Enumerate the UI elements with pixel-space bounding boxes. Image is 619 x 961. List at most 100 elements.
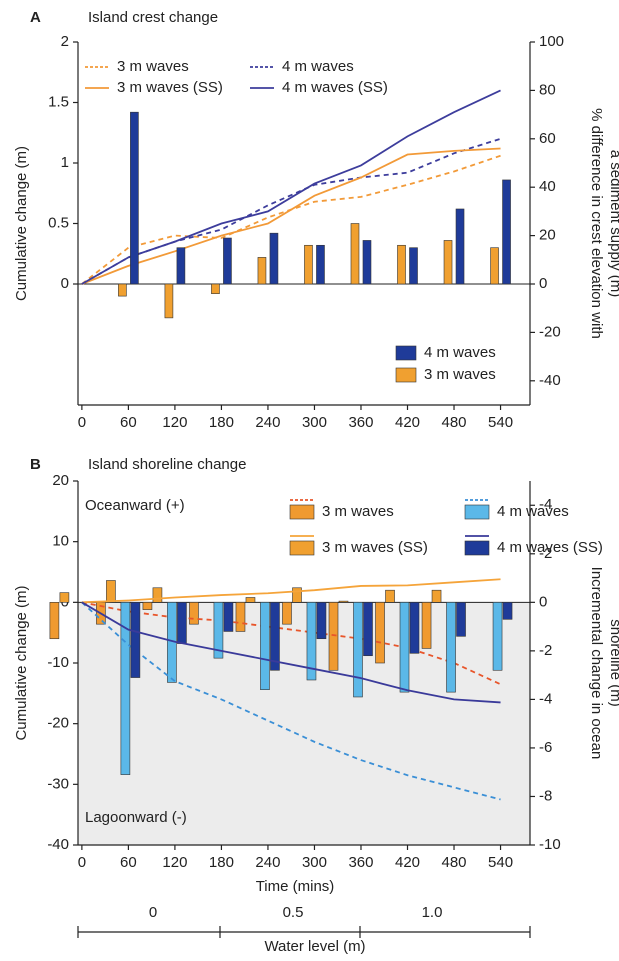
y2-tick-label: 60 — [539, 130, 556, 147]
y2-tick-label: -4 — [539, 690, 552, 707]
bar — [292, 587, 302, 603]
y-tick-label: -40 — [47, 836, 69, 853]
y-tick-label: 0.5 — [48, 214, 69, 231]
bar — [142, 602, 153, 610]
x-axis-label: Time (mins) — [256, 878, 335, 895]
line — [81, 601, 501, 704]
y2-tick-label: 100 — [539, 33, 564, 50]
x-tick-label: 0 — [78, 854, 86, 871]
y-axis-label: Cumulative change (m) — [13, 146, 30, 301]
y2-tick-label: -6 — [539, 739, 552, 756]
legend-label: 4 m waves — [282, 58, 354, 75]
legend-swatch — [395, 345, 417, 361]
bar — [446, 602, 456, 693]
bar — [118, 283, 127, 297]
water-level-label: 1.0 — [422, 904, 443, 921]
y2-axis-label: % difference in crest elevation with — [588, 108, 605, 339]
x-tick-label: 420 — [395, 414, 420, 431]
y-tick-label: 0 — [61, 275, 69, 292]
line — [81, 147, 501, 285]
bar — [456, 602, 466, 637]
legend-label: 4 m waves — [497, 503, 569, 520]
y2-tick-label: -10 — [539, 836, 561, 853]
bar — [130, 111, 139, 285]
bar — [106, 580, 116, 603]
y-tick-label: 1.5 — [48, 93, 69, 110]
legend-label: 3 m waves (SS) — [117, 79, 223, 96]
y2-axis-label: shoreline (m) — [607, 619, 619, 707]
y-tick-label: 2 — [61, 33, 69, 50]
bar — [350, 223, 360, 285]
legend-label: 3 m waves — [424, 366, 496, 383]
x-tick-label: 300 — [302, 854, 327, 871]
y2-tick-label: 80 — [539, 81, 556, 98]
bar — [502, 602, 513, 620]
y2-tick-label: -4 — [539, 496, 552, 513]
bar — [189, 602, 199, 625]
x-tick-label: 180 — [209, 854, 234, 871]
bar — [304, 244, 313, 285]
x-tick-label: 480 — [442, 854, 467, 871]
bar — [130, 602, 141, 678]
bar — [362, 240, 372, 285]
bar — [223, 602, 234, 632]
y2-tick-label: 0 — [539, 593, 547, 610]
legend-swatch — [464, 504, 490, 520]
legend-label: 3 m waves — [117, 58, 189, 75]
bar — [49, 602, 60, 640]
x-tick-label: 240 — [255, 854, 280, 871]
bar — [235, 602, 246, 632]
bar — [397, 244, 406, 285]
bar — [431, 589, 442, 603]
x-tick-label: 360 — [348, 414, 373, 431]
y2-tick-label: -20 — [539, 323, 561, 340]
line — [81, 154, 501, 285]
x-tick-label: 120 — [162, 854, 187, 871]
bar — [152, 587, 163, 603]
y2-tick-label: -2 — [539, 545, 552, 562]
bar — [409, 247, 418, 285]
water-level-title: Water level (m) — [264, 938, 365, 955]
x-tick-label: 360 — [348, 854, 373, 871]
y-tick-label: 20 — [52, 472, 69, 489]
bar — [490, 247, 499, 285]
bar — [421, 602, 432, 649]
y2-tick-label: 20 — [539, 227, 556, 244]
x-tick-label: 540 — [488, 854, 513, 871]
legend-label: 3 m waves — [322, 503, 394, 520]
bar — [455, 208, 465, 285]
x-tick-label: 420 — [395, 854, 420, 871]
y2-tick-label: 40 — [539, 178, 556, 195]
chart-title: Island crest change — [88, 9, 218, 26]
bar — [177, 602, 187, 644]
line — [81, 578, 501, 604]
legend-label: 4 m waves — [424, 344, 496, 361]
x-tick-label: 60 — [120, 414, 137, 431]
line — [81, 89, 501, 285]
x-tick-label: 120 — [162, 414, 187, 431]
bar — [257, 257, 267, 285]
bar — [492, 602, 503, 671]
bar — [245, 597, 256, 603]
bar — [502, 179, 511, 285]
y2-tick-label: -8 — [539, 787, 552, 804]
bar — [409, 602, 420, 654]
water-level-label: 0 — [149, 904, 157, 921]
y-tick-label: 1 — [61, 154, 69, 171]
panel-letter: A — [30, 9, 41, 26]
x-tick-label: 180 — [209, 414, 234, 431]
bar — [363, 602, 373, 657]
bar — [353, 602, 363, 698]
line — [81, 601, 501, 801]
x-tick-label: 0 — [78, 414, 86, 431]
bar — [399, 602, 410, 693]
y-tick-label: -30 — [47, 775, 69, 792]
panel-letter: B — [30, 456, 41, 473]
bar — [338, 600, 349, 603]
legend-label: 3 m waves (SS) — [322, 539, 428, 556]
y2-tick-label: -40 — [539, 372, 561, 389]
bar — [213, 602, 224, 659]
legend-label: 4 m waves (SS) — [282, 79, 388, 96]
y2-axis-label: a sediment supply (m) — [607, 150, 619, 298]
